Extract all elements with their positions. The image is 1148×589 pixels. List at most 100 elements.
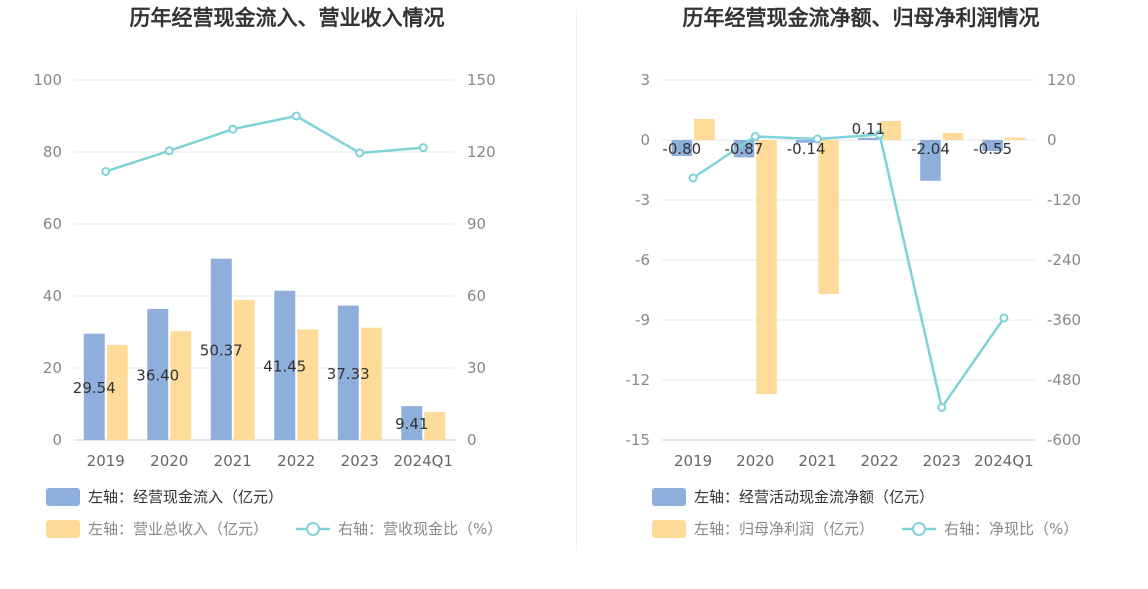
right-axis-tick-label: 90 (467, 215, 486, 233)
x-axis-tick-label: 2021 (214, 452, 252, 470)
right-axis-tick-label: -240 (1047, 251, 1081, 269)
right-axis-tick-label: 120 (467, 143, 496, 161)
left-axis-tick-label: 20 (43, 359, 62, 377)
x-axis-tick-label: 2023 (923, 452, 961, 470)
legend-label: 右轴：净现比（%） (944, 520, 1078, 538)
line-point (750, 132, 760, 141)
x-axis-tick-label: 2019 (674, 452, 712, 470)
bar-primary (337, 305, 359, 440)
right-axis-tick-label: -360 (1047, 311, 1081, 329)
left-axis-tick-label: 0 (640, 131, 650, 149)
bar-primary (274, 290, 296, 440)
line-series (105, 114, 424, 173)
bar-secondary (360, 327, 382, 440)
chart-panel-right: 历年经营现金流净额、归母净利润情况 3 120 0 0 -3 -120 -6 -240 -9 -3… (574, 0, 1148, 589)
left-axis-tick-label: 80 (43, 143, 62, 161)
right-axis-tick-label: 0 (1047, 131, 1057, 149)
legend-swatch (46, 520, 80, 538)
left-axis-tick-label: 60 (43, 215, 62, 233)
x-axis-tick-label: 2024Q1 (974, 452, 1034, 470)
data-label: 37.33 (327, 365, 370, 383)
legend-swatch (652, 488, 686, 506)
data-label: 36.40 (136, 366, 179, 384)
data-label: -0.80 (662, 140, 701, 158)
line-point (812, 134, 822, 144)
data-label: -0.87 (725, 140, 764, 158)
left-axis-tick-label: -15 (626, 431, 651, 449)
bar-primary (671, 140, 693, 156)
legend-label: 左轴：经营现金流入（亿元） (88, 488, 283, 506)
x-axis-tick-label: 2022 (860, 452, 898, 470)
chart-title: 历年经营现金流净额、归母净利润情况 (682, 6, 1040, 30)
bar-secondary (880, 121, 902, 140)
left-axis-tick-label: -9 (635, 311, 650, 329)
chart-panel-left: 历年经营现金流入、营业收入情况 100 150 80 120 60 90 40 60 20 30 0… (33, 6, 502, 538)
x-axis-tick-label: 2024Q1 (393, 452, 453, 470)
data-label: -2.04 (911, 140, 950, 158)
right-axis-tick-label: 30 (467, 359, 486, 377)
line-point (937, 403, 947, 412)
x-axis-tick-label: 2020 (150, 452, 188, 470)
x-axis-tick-label: 2021 (798, 452, 836, 470)
right-axis-tick-label: 60 (467, 287, 486, 305)
right-axis-tick-label: 0 (467, 431, 477, 449)
line-point (688, 173, 698, 183)
bar-primary (795, 140, 817, 143)
legend-line-marker (912, 522, 926, 536)
line-point (228, 124, 238, 134)
right-axis-tick-label: -600 (1047, 431, 1081, 449)
bar-primary (920, 140, 941, 181)
right-axis-tick-label: 150 (467, 71, 496, 89)
bar-primary (401, 406, 423, 440)
x-axis-tick-label: 2019 (87, 452, 125, 470)
left-axis-tick-label: -12 (626, 371, 651, 389)
bar-secondary (233, 299, 255, 440)
data-label: -0.55 (973, 140, 1012, 158)
line-series (692, 133, 1005, 411)
data-label: 9.41 (395, 415, 428, 433)
data-label: 29.54 (73, 379, 116, 397)
legend-label: 左轴：营业总收入（亿元） (88, 520, 268, 538)
right-axis-tick-label: -120 (1047, 191, 1081, 209)
bar-secondary (1004, 137, 1026, 140)
bar-primary (210, 258, 232, 440)
bar-secondary (694, 119, 715, 140)
line-point (164, 146, 174, 156)
panel-divider (576, 10, 577, 550)
chart-title: 历年经营现金流入、营业收入情况 (129, 6, 445, 30)
x-axis-tick-label: 2022 (277, 452, 315, 470)
bar-secondary (424, 411, 446, 440)
legend-line-marker (306, 522, 320, 536)
legend-swatch (46, 488, 80, 506)
data-label: 41.45 (263, 357, 306, 375)
legend-label: 左轴：归母净利润（亿元） (694, 520, 874, 538)
left-axis-tick-label: 40 (43, 287, 62, 305)
chart-right-canvas: 3 120 0 0 -3 -120 -6 -240 -9 -360 -12 -480 -15 -600 -0… (626, 71, 1081, 538)
line-point (101, 166, 111, 176)
line-point (291, 111, 301, 121)
right-axis-tick-label: -480 (1047, 371, 1081, 389)
bar-primary (982, 140, 1003, 151)
bar-secondary (170, 331, 192, 440)
bar-secondary (756, 140, 777, 394)
line-point (355, 148, 365, 158)
left-axis-tick-label: 100 (33, 71, 62, 89)
right-axis-tick-label: 120 (1047, 71, 1076, 89)
data-label: -0.14 (787, 140, 826, 158)
legend-label: 左轴：经营活动现金流净额（亿元） (694, 488, 934, 506)
bar-primary (147, 308, 169, 440)
x-axis-tick-label: 2020 (736, 452, 774, 470)
bar-primary (83, 333, 105, 440)
left-axis-tick-label: 3 (640, 71, 650, 89)
left-axis-tick-label: 0 (52, 431, 62, 449)
chart-left-canvas: 100 150 80 120 60 90 40 60 20 30 0 0 29.54 36.40 50.37… (33, 71, 502, 538)
bar-secondary (942, 133, 964, 140)
bar-secondary (297, 329, 319, 440)
bar-primary (733, 140, 755, 158)
line-point (999, 313, 1009, 323)
x-axis-tick-label: 2023 (341, 452, 379, 470)
data-label: 50.37 (200, 341, 243, 359)
bar-primary (858, 137, 879, 140)
line-point (418, 143, 428, 153)
left-axis-tick-label: -3 (635, 191, 650, 209)
